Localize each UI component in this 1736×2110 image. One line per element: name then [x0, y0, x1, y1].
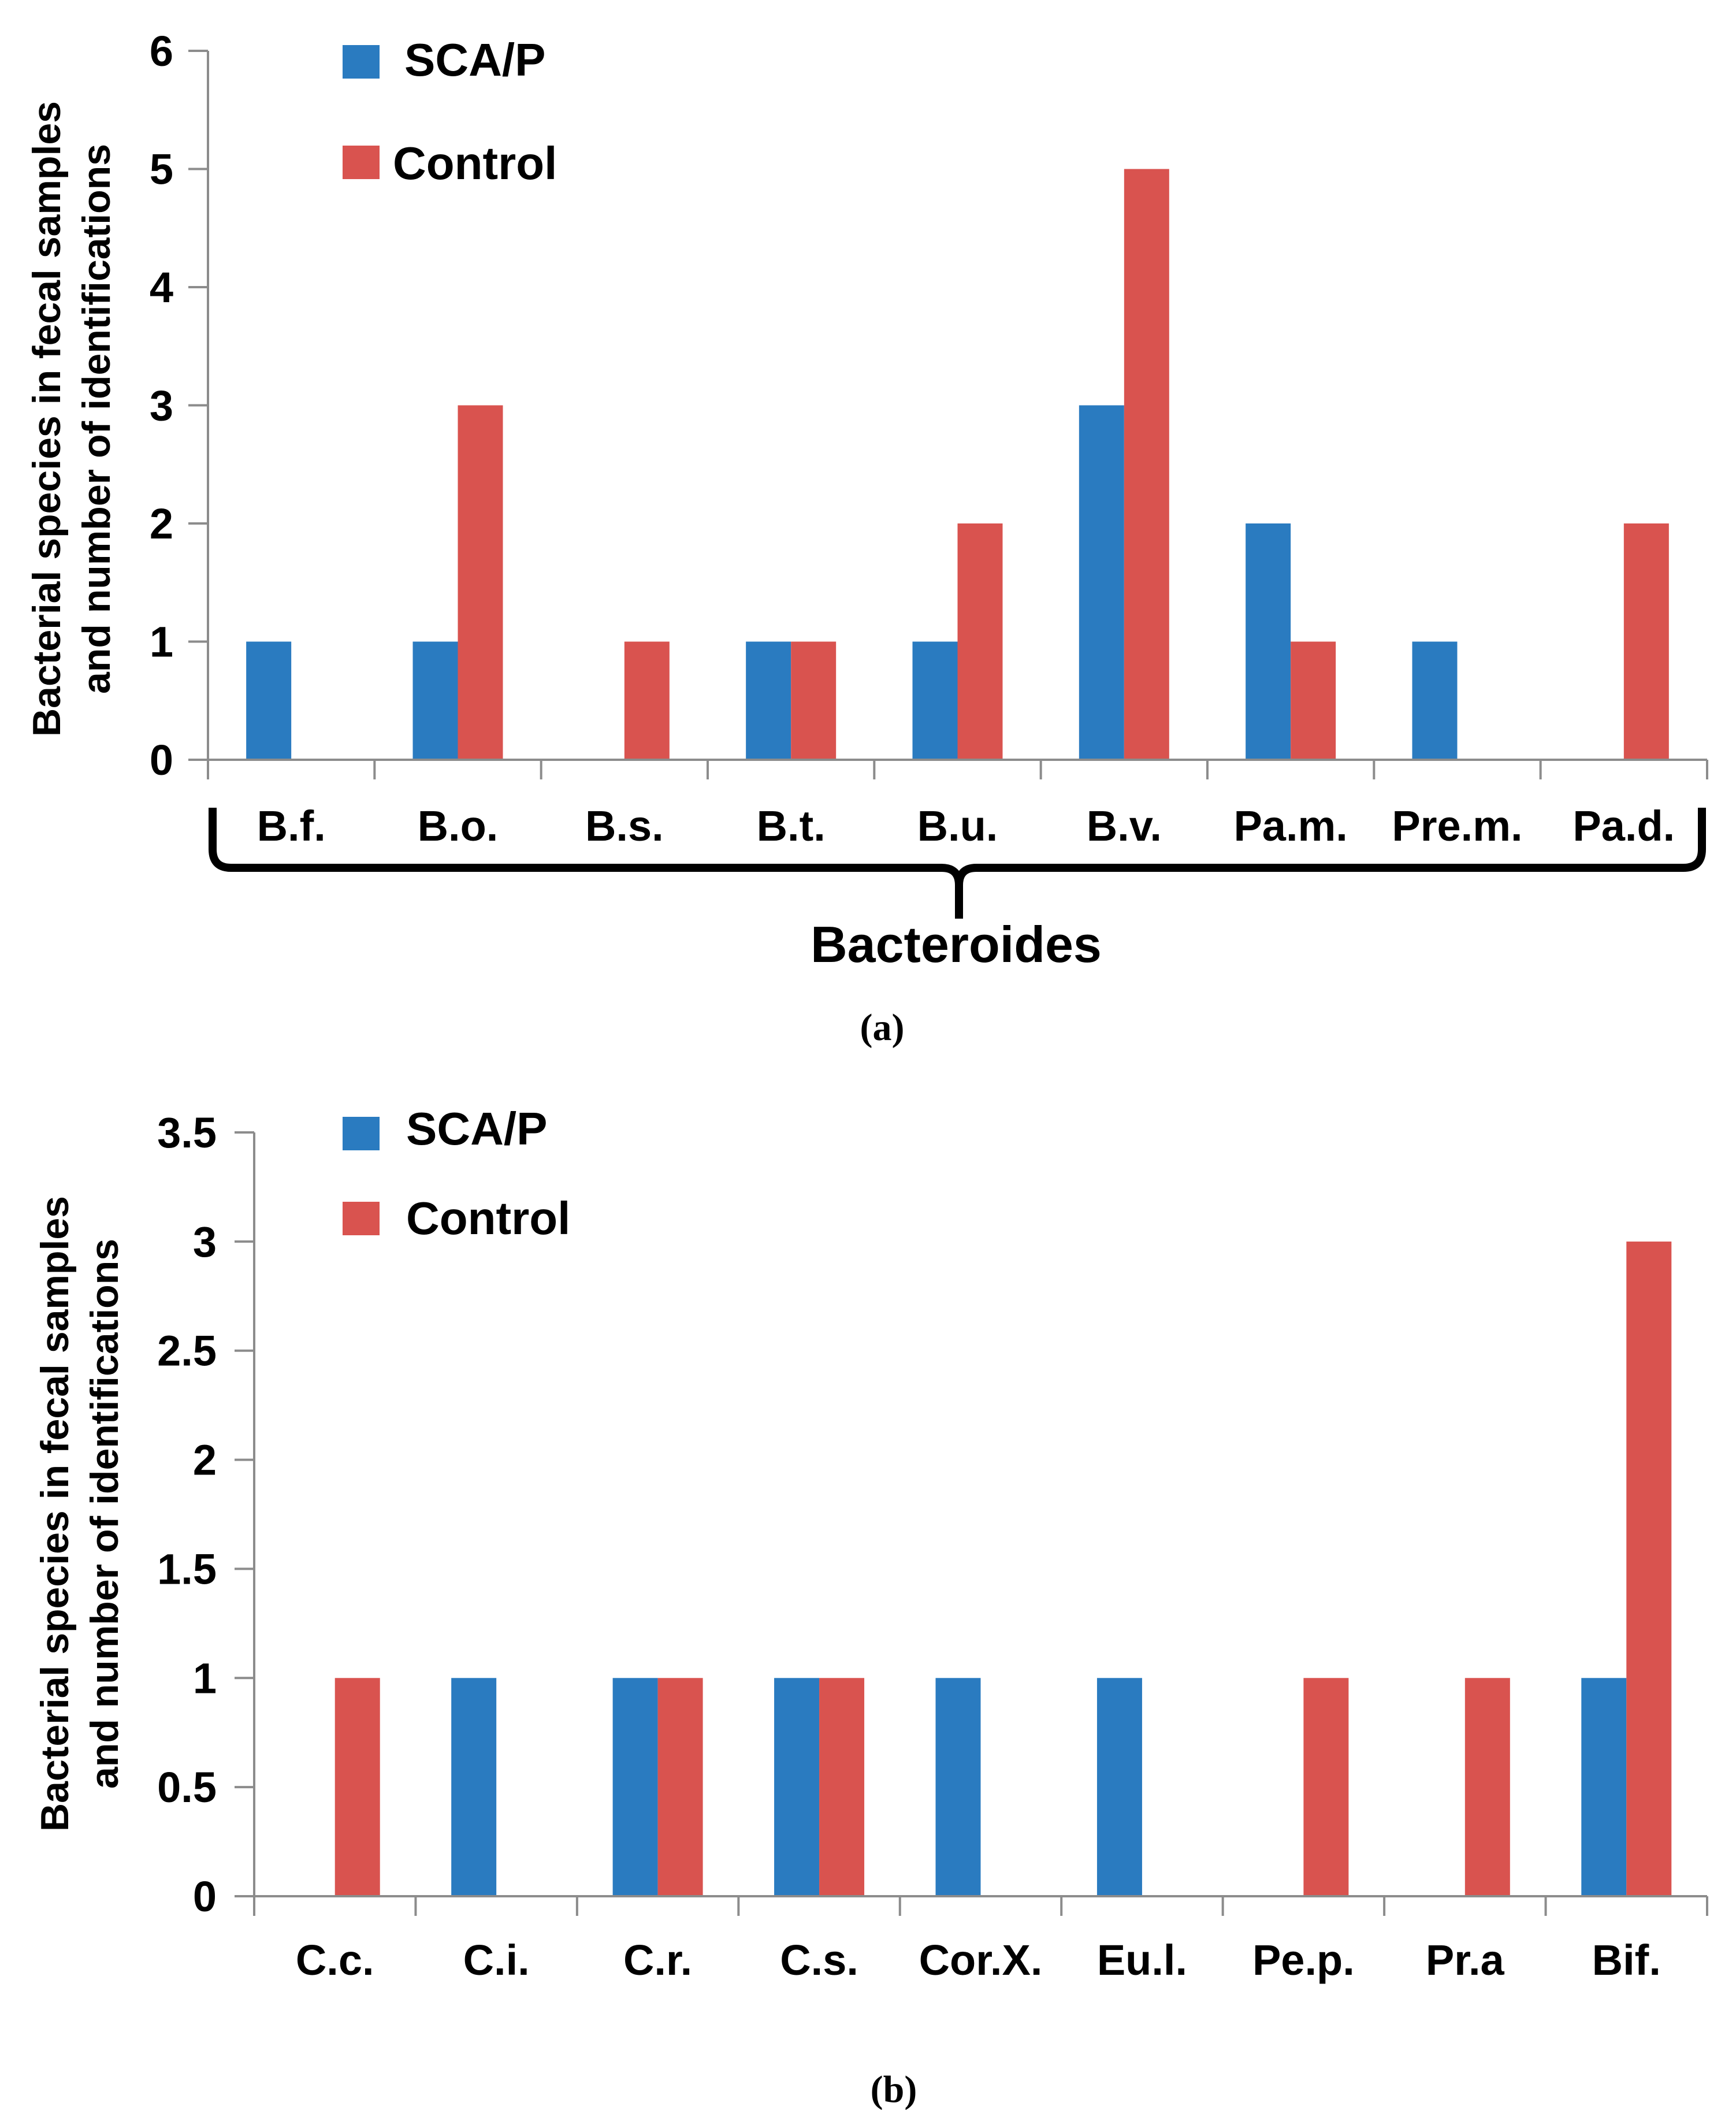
y-tick-label: 6 — [150, 27, 173, 75]
legend-swatch-sca-p — [343, 45, 380, 79]
x-category-label: Pe.p. — [1252, 1936, 1355, 1984]
chart-panel-b: Bacterial species in fecal samples and n… — [33, 1103, 1708, 2110]
x-category-label: Pr.a — [1426, 1936, 1505, 1984]
x-category-label: Bif. — [1592, 1936, 1661, 1984]
bar-sca-p-bif — [1581, 1678, 1627, 1896]
x-category-label: Pa.d. — [1573, 802, 1675, 850]
bar-sca-p-c-i — [451, 1678, 497, 1896]
x-category-label: C.i. — [463, 1936, 530, 1984]
x-category-label: B.t. — [757, 802, 826, 850]
y-tick-label: 3.5 — [157, 1109, 217, 1157]
bar-control-pe-p — [1303, 1678, 1349, 1896]
x-category-label: B.u. — [917, 802, 998, 850]
y-tick-label: 2.5 — [157, 1327, 217, 1375]
bar-sca-p-b-t — [746, 641, 791, 760]
x-category-label: C.r. — [623, 1936, 692, 1984]
y-tick-label: 2 — [150, 500, 173, 548]
bar-control-pr-a — [1464, 1678, 1510, 1896]
chart-panel-a: Bacterial species in fecal samples and n… — [25, 27, 1708, 1049]
bar-sca-p-b-v — [1079, 405, 1124, 760]
legend-label-control: Control — [406, 1193, 570, 1244]
group-brace — [209, 808, 1706, 919]
x-category-label: C.s. — [780, 1936, 858, 1984]
bar-sca-p-c-s — [774, 1678, 820, 1896]
legend-label-sca-p: SCA/P — [406, 1103, 548, 1154]
y-axis-label-line2: and number of identifications — [83, 1239, 127, 1789]
bar-sca-p-b-o — [412, 641, 458, 760]
y-tick-label: 4 — [150, 263, 173, 311]
bar-sca-p-pre-m — [1412, 641, 1458, 760]
bar-control-pa-d — [1623, 523, 1669, 760]
group-label-bacteroides: Bacteroides — [811, 916, 1102, 973]
x-category-label: B.v. — [1087, 802, 1162, 850]
x-category-label: B.o. — [418, 802, 499, 850]
legend-swatch-control — [343, 146, 380, 179]
y-tick-label: 1 — [150, 618, 173, 666]
legend: SCA/P Control — [343, 1103, 570, 1244]
y-tick-label: 1 — [193, 1654, 217, 1702]
x-category-label: Eu.l. — [1097, 1936, 1187, 1984]
y-tick-label: 0 — [193, 1873, 217, 1920]
bar-control-b-u — [957, 523, 1003, 760]
bar-control-c-r — [657, 1678, 703, 1896]
x-category-label: C.c. — [296, 1936, 374, 1984]
y-axis-label-line1: Bacterial species in fecal samples — [33, 1196, 77, 1832]
panel-label-b: (b) — [871, 2068, 917, 2110]
legend-label-sca-p: SCA/P — [404, 34, 546, 86]
legend-swatch-control — [343, 1202, 380, 1235]
x-category-label: Pa.m. — [1233, 802, 1347, 850]
bar-sca-p-b-u — [912, 641, 958, 760]
y-axis-label-line1: Bacterial species in fecal samples — [25, 101, 69, 737]
panel-label-a: (a) — [860, 1006, 905, 1049]
x-category-label: B.s. — [585, 802, 664, 850]
bar-sca-p-b-f — [246, 641, 292, 760]
y-tick-label: 3 — [150, 382, 173, 430]
y-tick-label: 2 — [193, 1436, 217, 1484]
bar-control-b-v — [1124, 169, 1169, 760]
bar-control-c-s — [819, 1678, 865, 1896]
y-tick-label: 0 — [150, 736, 173, 784]
y-axis-label-line2: and number of identifications — [75, 144, 118, 694]
bar-sca-p-cor-x — [935, 1678, 981, 1896]
y-tick-label: 5 — [150, 146, 173, 194]
x-category-label: Pre.m. — [1392, 802, 1522, 850]
bar-sca-p-c-r — [612, 1678, 658, 1896]
bar-control-b-o — [458, 405, 503, 760]
x-category-label: B.f. — [257, 802, 326, 850]
bar-sca-p-eu-l — [1096, 1678, 1142, 1896]
bar-sca-p-pa-m — [1246, 523, 1291, 760]
bar-control-bif — [1626, 1241, 1672, 1896]
legend-label-control: Control — [393, 138, 557, 189]
x-category-label: Cor.X. — [919, 1936, 1043, 1984]
bar-control-pa-m — [1291, 641, 1336, 760]
bar-control-c-c — [334, 1678, 380, 1896]
legend-swatch-sca-p — [343, 1117, 380, 1150]
legend: SCA/P Control — [343, 34, 557, 189]
y-tick-label: 3 — [193, 1218, 217, 1266]
y-tick-label: 0.5 — [157, 1763, 217, 1811]
bar-control-b-t — [791, 641, 837, 760]
y-tick-label: 1.5 — [157, 1545, 217, 1593]
bar-control-b-s — [624, 641, 670, 760]
